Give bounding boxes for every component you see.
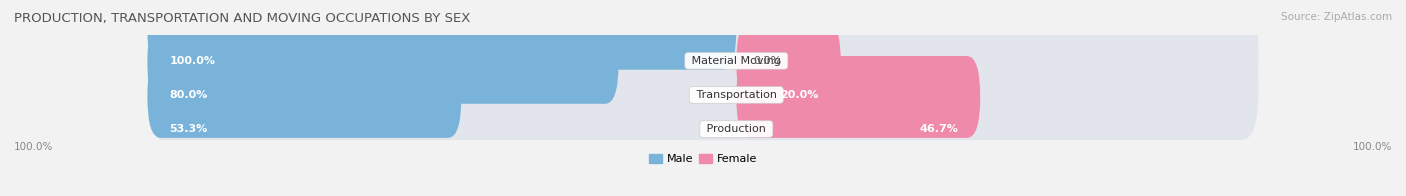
FancyBboxPatch shape (148, 38, 1258, 140)
Text: 46.7%: 46.7% (920, 124, 957, 134)
Text: 100.0%: 100.0% (14, 142, 53, 152)
Text: Material Moving: Material Moving (688, 56, 785, 66)
Text: 20.0%: 20.0% (780, 90, 818, 100)
FancyBboxPatch shape (148, 0, 737, 70)
Text: Transportation: Transportation (693, 90, 780, 100)
FancyBboxPatch shape (737, 22, 841, 104)
FancyBboxPatch shape (148, 0, 1258, 72)
FancyBboxPatch shape (148, 4, 1258, 106)
Text: 80.0%: 80.0% (170, 90, 208, 100)
Text: 100.0%: 100.0% (170, 56, 215, 66)
Text: PRODUCTION, TRANSPORTATION AND MOVING OCCUPATIONS BY SEX: PRODUCTION, TRANSPORTATION AND MOVING OC… (14, 12, 471, 25)
Text: 100.0%: 100.0% (1353, 142, 1392, 152)
FancyBboxPatch shape (737, 56, 980, 138)
Text: Source: ZipAtlas.com: Source: ZipAtlas.com (1281, 12, 1392, 22)
Legend: Male, Female: Male, Female (644, 149, 762, 169)
Text: Production: Production (703, 124, 769, 134)
Text: 53.3%: 53.3% (170, 124, 208, 134)
FancyBboxPatch shape (148, 56, 461, 138)
Text: 0.0%: 0.0% (754, 56, 782, 66)
FancyBboxPatch shape (148, 22, 619, 104)
